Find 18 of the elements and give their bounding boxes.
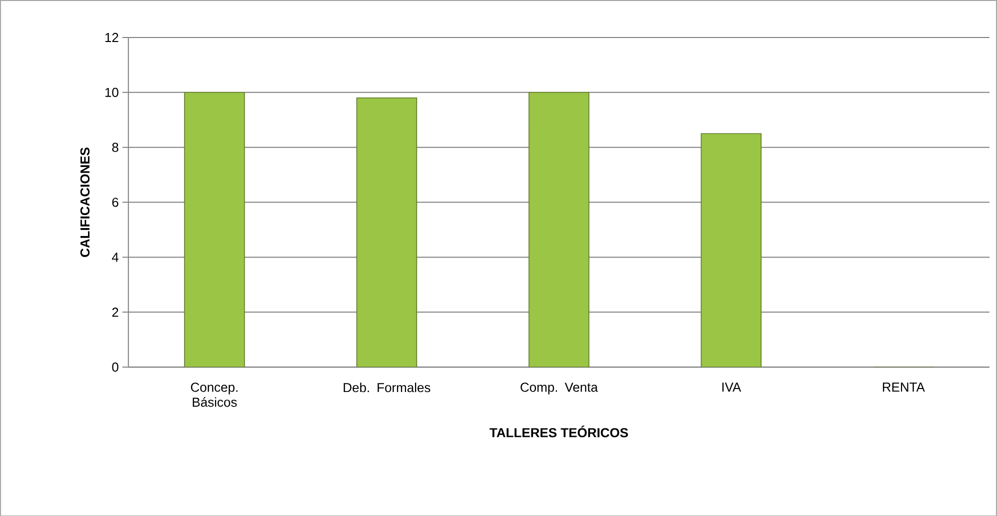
bar [700, 132, 762, 367]
x-tick-label: IVA [722, 382, 742, 392]
bar [184, 92, 245, 367]
bar [528, 92, 590, 367]
y-tick-label: 6 [112, 197, 118, 207]
x-tick-label: Comp. Venta [520, 382, 598, 394]
x-tick-label: Concep. Básicos [190, 382, 238, 407]
y-tick-label: 10 [105, 88, 118, 97]
x-axis-title: TALLERES TEÓRICOS [490, 425, 628, 438]
y-axis-title: CALIFICACIONES [80, 147, 90, 257]
y-tick-label: 0 [112, 362, 118, 372]
y-tick-label: 2 [112, 307, 118, 316]
bar [356, 97, 418, 367]
y-tick-label: 12 [105, 32, 118, 42]
x-tick-label: Deb. Formales [344, 382, 430, 392]
y-tick-label: 4 [112, 252, 118, 262]
y-tick-label: 8 [112, 142, 118, 152]
x-tick-label: RENTA [882, 382, 925, 392]
